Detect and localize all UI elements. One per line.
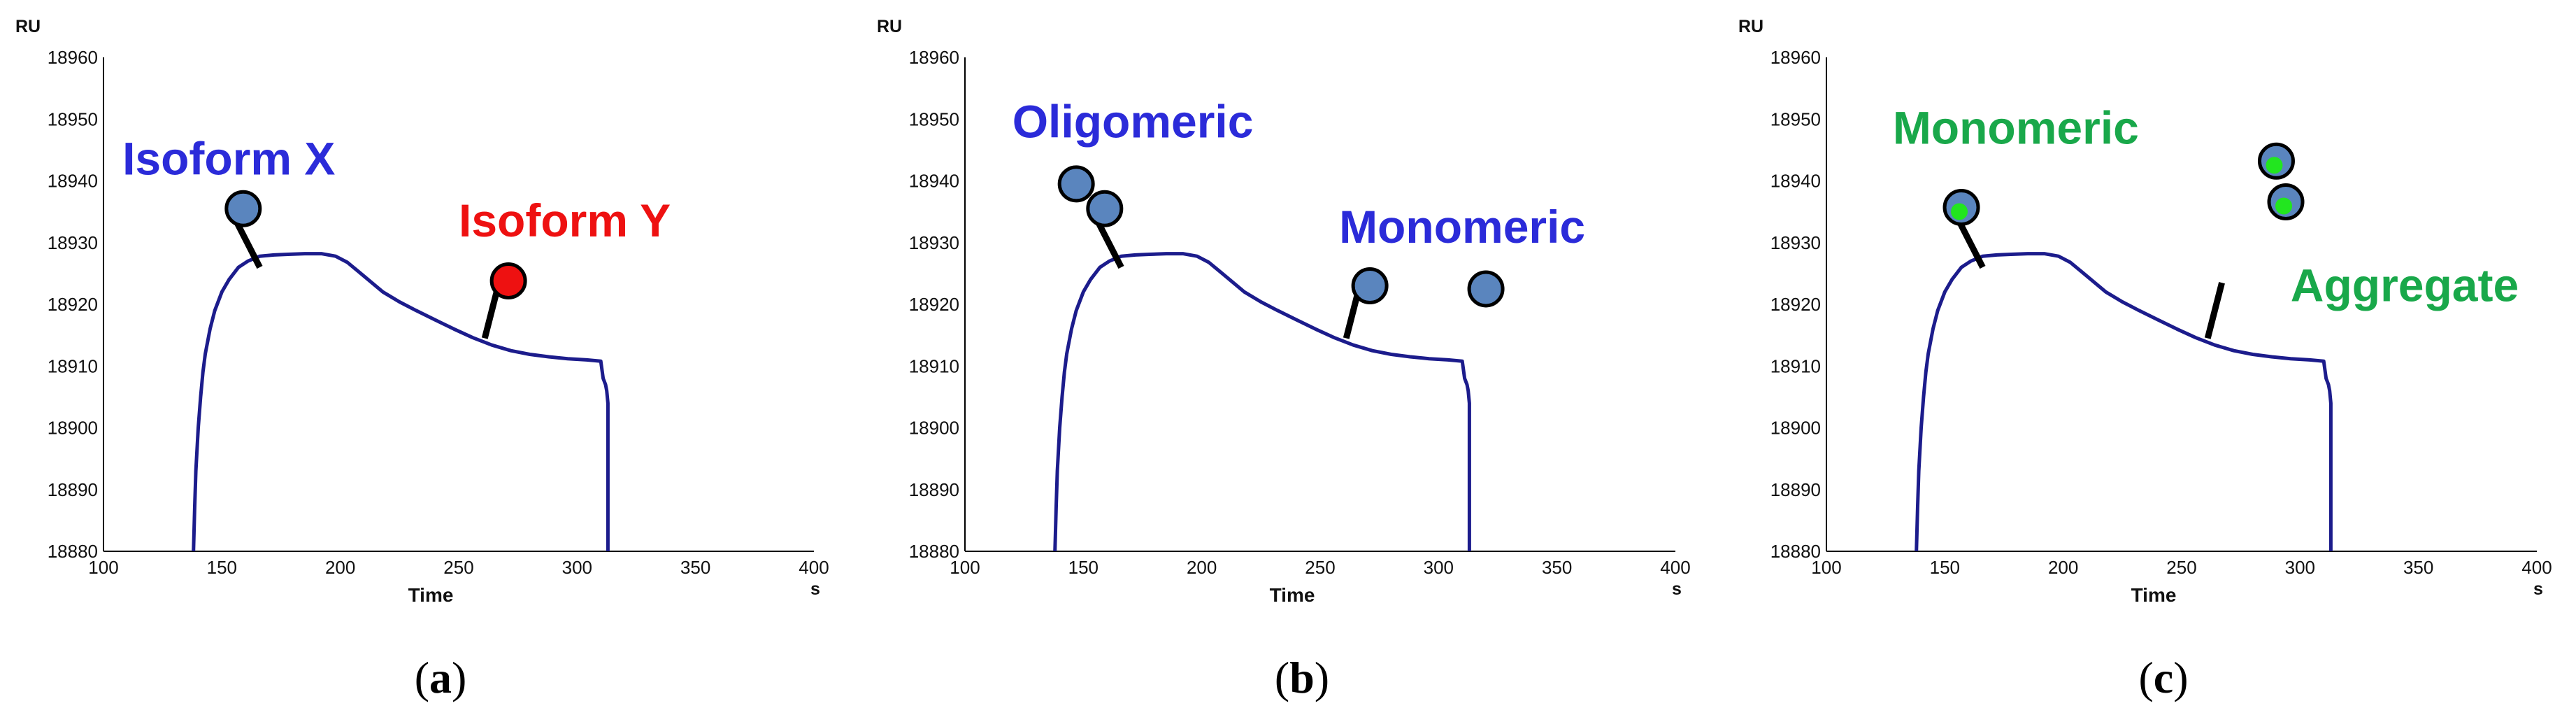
x-tick-label: 400 <box>799 557 829 578</box>
y-axis-unit: RU <box>15 17 41 36</box>
analyte-bead <box>1057 165 1095 203</box>
y-tick-label: 18910 <box>1770 355 1821 376</box>
panel-caption: (b) <box>1275 653 1329 702</box>
y-tick-label: 18960 <box>1770 47 1821 68</box>
x-tick-label: 400 <box>2521 557 2552 578</box>
green-dot <box>2275 197 2293 215</box>
green-dot <box>1951 203 1968 220</box>
y-tick-label: 18930 <box>909 232 959 253</box>
chart-panel-c: 18960 18950 18940 18930 18920 18910 18900 18890… <box>1738 17 2552 702</box>
y-tick-label: 18930 <box>48 232 98 253</box>
x-tick-label: 200 <box>325 557 355 578</box>
y-tick-label: 18950 <box>909 108 959 129</box>
x-tick-label: 300 <box>2285 557 2315 578</box>
y-tick-label: 18930 <box>1770 232 1821 253</box>
x-tick-label: 100 <box>88 557 118 578</box>
y-tick-label: 18920 <box>48 294 98 315</box>
x-tick-label: 300 <box>562 557 592 578</box>
x-axis-title: Time <box>408 584 454 606</box>
panel-caption: (c) <box>2138 653 2188 702</box>
x-tick-label: 150 <box>1068 557 1099 578</box>
annotation-label: Isoform Y <box>459 194 671 246</box>
y-tick-label: 18900 <box>909 418 959 439</box>
x-axis-title: Time <box>1270 584 1315 606</box>
y-axis-unit: RU <box>1738 17 1763 36</box>
analyte-bead <box>1467 270 1505 308</box>
analyte-bead <box>224 190 262 227</box>
annotation-label: Isoform X <box>122 133 335 185</box>
chart-panel-a: 18960 18950 18940 18930 18920 18910 18900 18890… <box>15 17 829 702</box>
y-tick-label: 18950 <box>48 108 98 129</box>
x-tick-label: 150 <box>1930 557 1960 578</box>
chart-panel-b: 18960 18950 18940 18930 18920 18910 18900 18890… <box>877 17 1691 702</box>
green-dot <box>2266 157 2283 174</box>
y-tick-label: 18910 <box>909 355 959 376</box>
x-tick-label: 200 <box>2048 557 2078 578</box>
y-tick-label: 18920 <box>909 294 959 315</box>
x-axis-unit: s <box>1672 579 1682 599</box>
y-tick-label: 18960 <box>48 47 98 68</box>
y-tick-label: 18900 <box>48 418 98 439</box>
x-tick-label: 250 <box>2166 557 2196 578</box>
x-tick-label: 400 <box>1660 557 1690 578</box>
y-tick-label: 18940 <box>909 171 959 192</box>
y-tick-label: 18910 <box>48 355 98 376</box>
annotation-label: Monomeric <box>1339 201 1585 253</box>
x-axis-unit: s <box>810 579 820 599</box>
y-axis-unit: RU <box>877 17 902 36</box>
y-tick-label: 18940 <box>1770 171 1821 192</box>
annotation-label: Oligomeric <box>1012 96 1254 148</box>
x-tick-label: 250 <box>1305 557 1335 578</box>
x-axis-title: Time <box>2131 584 2177 606</box>
x-tick-label: 350 <box>2403 557 2433 578</box>
analyte-bead <box>489 262 527 299</box>
x-tick-label: 200 <box>1187 557 1217 578</box>
x-tick-label: 300 <box>1424 557 1454 578</box>
x-tick-label: 350 <box>680 557 710 578</box>
y-tick-label: 18880 <box>1770 541 1821 562</box>
panel-caption: (a) <box>415 653 467 702</box>
y-tick-label: 18890 <box>48 479 98 500</box>
x-tick-label: 150 <box>207 557 237 578</box>
x-tick-label: 100 <box>950 557 980 578</box>
x-tick-label: 100 <box>1811 557 1841 578</box>
y-tick-label: 18890 <box>1770 479 1821 500</box>
analyte-bead <box>1086 190 1124 227</box>
y-tick-label: 18880 <box>909 541 959 562</box>
annotation-label: Monomeric <box>1893 102 2139 154</box>
y-tick-label: 18920 <box>1770 294 1821 315</box>
x-axis-unit: s <box>2533 579 2543 599</box>
y-tick-label: 18890 <box>909 479 959 500</box>
y-tick-label: 18950 <box>1770 108 1821 129</box>
tether-stick <box>2204 281 2225 339</box>
sensorgram-curve <box>1915 252 2333 552</box>
y-tick-label: 18900 <box>1770 418 1821 439</box>
y-tick-label: 18960 <box>909 47 959 68</box>
x-tick-label: 250 <box>443 557 473 578</box>
analyte-bead <box>1351 267 1389 305</box>
y-tick-label: 18880 <box>48 541 98 562</box>
sensorgram-curve <box>1053 252 1471 552</box>
annotation-label: Aggregate <box>2291 260 2519 311</box>
sensorgram-curve <box>192 252 610 552</box>
x-tick-label: 350 <box>1542 557 1572 578</box>
y-tick-label: 18940 <box>48 171 98 192</box>
